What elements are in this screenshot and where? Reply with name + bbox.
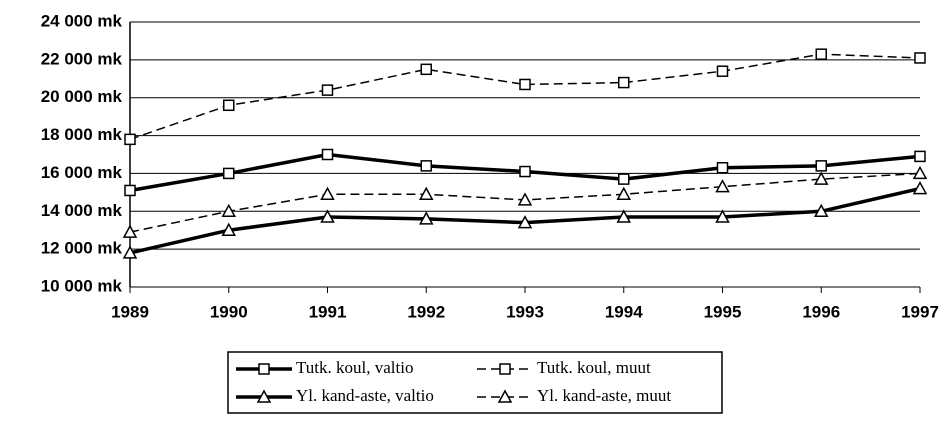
marker — [716, 65, 729, 77]
legend-label: Tutk. koul, valtio — [296, 358, 413, 377]
marker — [813, 171, 829, 185]
marker — [223, 99, 235, 112]
x-tick-label: 1990 — [210, 302, 248, 321]
marker — [616, 186, 632, 200]
marker — [912, 165, 928, 180]
y-tick-label: 24 000 mk — [41, 11, 123, 30]
y-tick-label: 18 000 mk — [41, 125, 123, 144]
marker — [124, 184, 136, 197]
marker — [320, 209, 335, 223]
marker — [914, 150, 926, 163]
marker — [223, 167, 235, 180]
marker — [420, 63, 432, 76]
x-tick-label: 1995 — [704, 302, 742, 321]
marker — [618, 76, 630, 89]
marker — [618, 173, 630, 185]
marker — [258, 363, 270, 375]
marker — [122, 224, 138, 238]
marker — [124, 133, 136, 146]
marker — [815, 160, 827, 172]
marker — [420, 160, 432, 172]
x-tick-label: 1991 — [309, 302, 347, 321]
y-tick-label: 12 000 mk — [41, 239, 123, 258]
legend-box — [227, 351, 723, 414]
marker — [499, 363, 511, 375]
marker — [418, 186, 434, 200]
marker — [616, 209, 632, 223]
x-tick-label: 1992 — [407, 302, 445, 321]
series-line — [129, 53, 921, 141]
marker — [912, 181, 928, 195]
marker — [256, 389, 272, 403]
y-tick-label: 10 000 mk — [41, 276, 123, 295]
x-tick-label: 1989 — [111, 302, 149, 321]
marker — [221, 203, 237, 218]
marker — [418, 211, 434, 225]
marker — [519, 165, 531, 178]
marker — [320, 186, 335, 200]
x-tick-label: 1993 — [506, 302, 544, 321]
marker — [517, 192, 533, 206]
y-tick-label: 22 000 mk — [41, 49, 123, 68]
y-tick-label: 14 000 mk — [41, 201, 123, 220]
x-tick-label: 1997 — [901, 302, 939, 321]
marker — [321, 148, 334, 161]
legend-label: Yl. kand-aste, valtio — [296, 386, 434, 405]
marker — [815, 48, 827, 60]
marker — [497, 389, 513, 403]
x-tick-label: 1996 — [802, 302, 840, 321]
y-tick-label: 20 000 mk — [41, 87, 123, 106]
marker — [914, 52, 926, 64]
legend-label: Yl. kand-aste, muut — [537, 386, 671, 405]
marker — [122, 245, 138, 259]
marker — [321, 84, 334, 96]
marker — [716, 162, 729, 174]
marker — [715, 209, 730, 223]
marker — [813, 203, 829, 218]
y-tick-label: 16 000 mk — [41, 163, 123, 182]
marker — [519, 78, 531, 91]
marker — [715, 179, 730, 193]
x-tick-label: 1994 — [605, 302, 643, 321]
marker — [221, 222, 237, 236]
marker — [517, 215, 533, 229]
legend-label: Tutk. koul, muut — [537, 358, 651, 377]
